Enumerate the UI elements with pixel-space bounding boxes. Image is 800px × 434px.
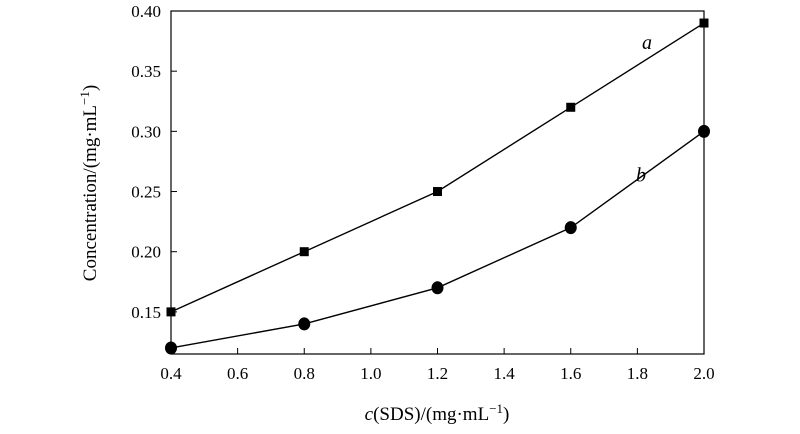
data-point-b: [298, 317, 311, 331]
y-tick-label: 0.40: [131, 2, 161, 21]
x-axis-title: c(SDS)/(mg·mL−1): [365, 401, 510, 425]
series-line-a: [170, 22, 705, 313]
x-tick-label: 1.4: [494, 364, 516, 383]
x-tick-label: 1.2: [427, 364, 448, 383]
data-point-b: [431, 281, 444, 295]
series-layer: ab: [165, 18, 710, 355]
data-point-a: [566, 102, 576, 112]
x-tick-label: 1.8: [627, 364, 648, 383]
data-point-b: [564, 221, 577, 235]
x-tick-label: 0.4: [160, 364, 182, 383]
data-point-b: [698, 124, 710, 138]
y-tick-label: 0.30: [131, 122, 161, 141]
x-tick-label: 1.0: [360, 364, 381, 383]
plot-area-frame: [170, 10, 705, 355]
y-tick-label: 0.25: [131, 183, 161, 202]
x-tick-label: 1.6: [560, 364, 581, 383]
data-point-b: [165, 341, 177, 355]
series-label-a: a: [642, 32, 652, 54]
series-line-b: [170, 130, 705, 349]
data-point-a: [299, 247, 309, 257]
y-tick-label: 0.20: [131, 243, 161, 262]
data-point-a: [699, 18, 709, 28]
data-point-a: [166, 307, 176, 317]
x-tick-label: 0.6: [227, 364, 248, 383]
data-point-a: [433, 187, 442, 197]
y-axis-title: Concentration/(mg·mL−1): [77, 85, 101, 281]
x-tick-label: 2.0: [693, 364, 714, 383]
y-tick-label: 0.35: [131, 62, 161, 81]
x-axis: 0.4 0.6 0.8 1.0 1.2 1.4 1.6 1.8 2.0: [160, 348, 715, 383]
series-label-b: b: [636, 164, 646, 186]
y-axis: 0.15 0.20 0.25 0.30 0.35 0.40: [131, 2, 177, 322]
x-tick-label: 0.8: [294, 364, 315, 383]
y-tick-label: 0.15: [131, 303, 161, 322]
